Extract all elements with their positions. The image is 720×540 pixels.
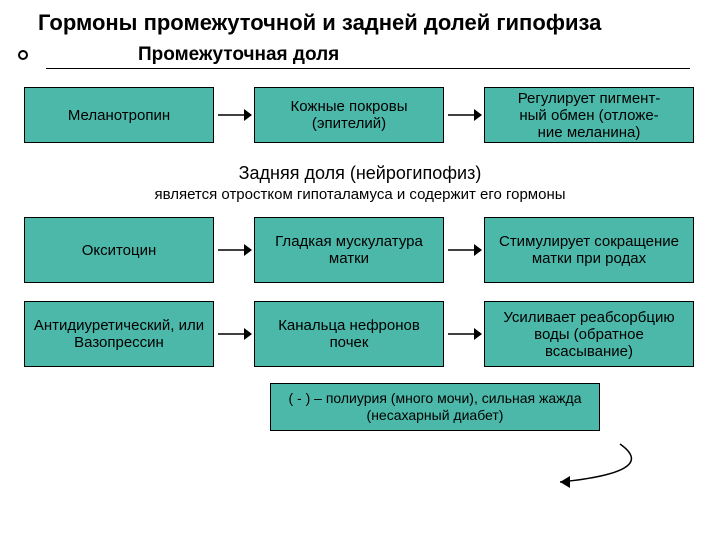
arrow-icon [214, 301, 254, 367]
section2-note: является отростком гипоталамуса и содерж… [0, 186, 720, 203]
arrow-icon [444, 301, 484, 367]
diagram-box: Антидиуретический, или Вазопрессин [24, 301, 214, 367]
diagram-box: Кожные покровы (эпителий) [254, 87, 444, 143]
section1-row: Меланотропин Кожные покровы (эпителий) Р… [0, 87, 720, 143]
section1-heading: Промежуточная доля [138, 44, 339, 66]
section2-row-1: Окситоцин Гладкая мускулатура матки Стим… [0, 217, 720, 283]
section1-underline [46, 68, 690, 69]
diagram-box: Меланотропин [24, 87, 214, 143]
diagram-box: Усиливает реабсорбцию воды (обратное вса… [484, 301, 694, 367]
arrow-icon [444, 87, 484, 143]
footnote-wrap: ( - ) – полиурия (много мочи), сильная ж… [0, 383, 720, 431]
page-title: Гормоны промежуточной и задней долей гип… [0, 0, 720, 44]
arrow-icon [214, 217, 254, 283]
diagram-box: Регулирует пигмент-ный обмен (отложе-ние… [484, 87, 694, 143]
arrow-icon [444, 217, 484, 283]
arrow-icon [214, 87, 254, 143]
diagram-box: Канальца нефронов почек [254, 301, 444, 367]
section2-row-2: Антидиуретический, или Вазопрессин Канал… [0, 301, 720, 367]
curved-arrow-icon [500, 442, 700, 502]
section1-header-row: Промежуточная доля [0, 44, 720, 66]
section2-heading: Задняя доля (нейрогипофиз) [0, 163, 720, 184]
diagram-box: Стимулирует сокращение матки при родах [484, 217, 694, 283]
diagram-box: Окситоцин [24, 217, 214, 283]
bullet-icon [18, 50, 28, 60]
diagram-box: Гладкая мускулатура матки [254, 217, 444, 283]
footnote-box: ( - ) – полиурия (много мочи), сильная ж… [270, 383, 600, 431]
